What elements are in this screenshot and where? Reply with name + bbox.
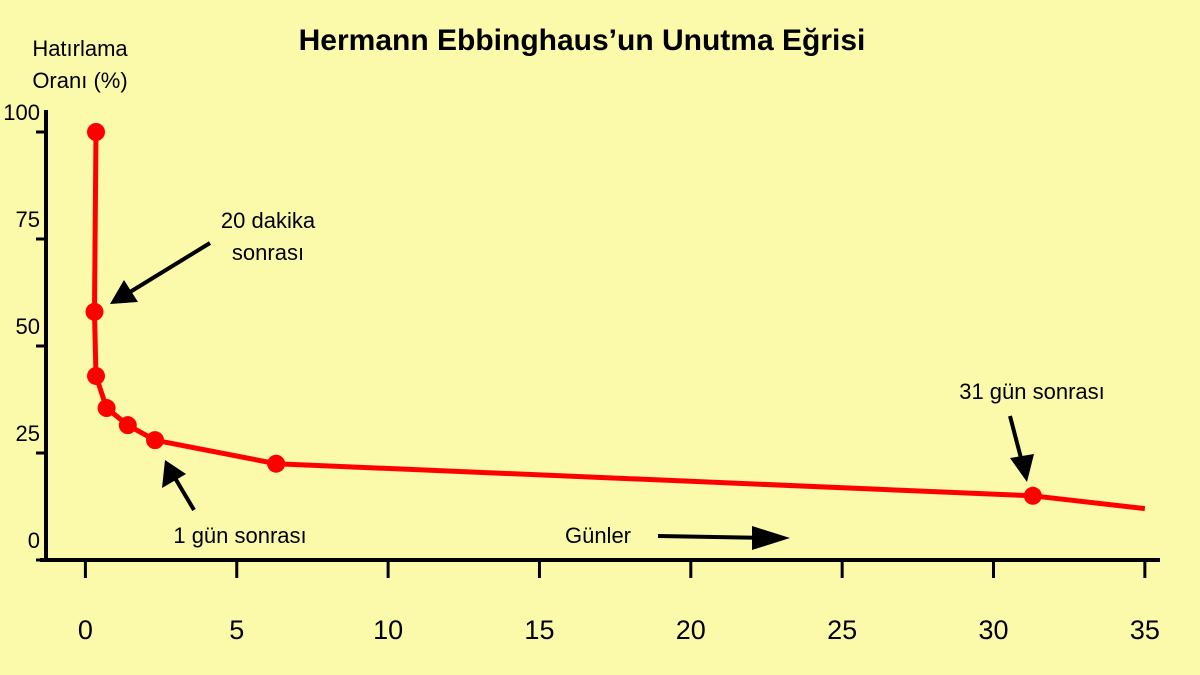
arrowhead (752, 526, 790, 550)
y-tick-label: 75 (16, 207, 40, 232)
x-tick-label: 5 (229, 615, 244, 645)
x-axis-label: Günler (565, 523, 631, 548)
arrowhead (162, 460, 186, 488)
y-tick-label: 0 (28, 528, 40, 553)
data-point (85, 302, 104, 321)
arrowhead (1010, 454, 1034, 482)
data-point (267, 454, 286, 473)
x-tick-label: 25 (827, 615, 857, 645)
data-point (146, 431, 165, 450)
x-tick-label: 30 (978, 615, 1008, 645)
annotation: 1 gün sonrası (173, 523, 306, 548)
arrowhead (110, 280, 138, 304)
y-tick-label: 50 (16, 314, 40, 339)
data-point (1023, 486, 1042, 505)
y-tick-label: 25 (16, 421, 40, 446)
x-tick-label: 15 (524, 615, 554, 645)
x-tick-label: 10 (373, 615, 403, 645)
x-tick-label: 20 (676, 615, 706, 645)
data-point (97, 399, 116, 418)
data-point (118, 416, 137, 435)
x-tick-label: 0 (78, 615, 93, 645)
y-axis-label: Oranı (%) (32, 68, 127, 93)
arrow (1008, 415, 1024, 463)
arrow (128, 241, 212, 294)
arrow (173, 476, 196, 512)
x-tick-label: 35 (1130, 615, 1160, 645)
arrow (657, 534, 771, 540)
chart-title: Hermann Ebbinghaus’un Unutma Eğrisi (299, 24, 866, 57)
y-tick-label: 100 (3, 100, 40, 125)
y-axis-label: Hatırlama (32, 36, 128, 61)
annotation: 20 dakika (221, 208, 316, 233)
annotation: 31 gün sonrası (959, 379, 1105, 404)
data-point (87, 366, 105, 385)
annotation: sonrası (232, 240, 304, 265)
data-point (87, 123, 105, 141)
